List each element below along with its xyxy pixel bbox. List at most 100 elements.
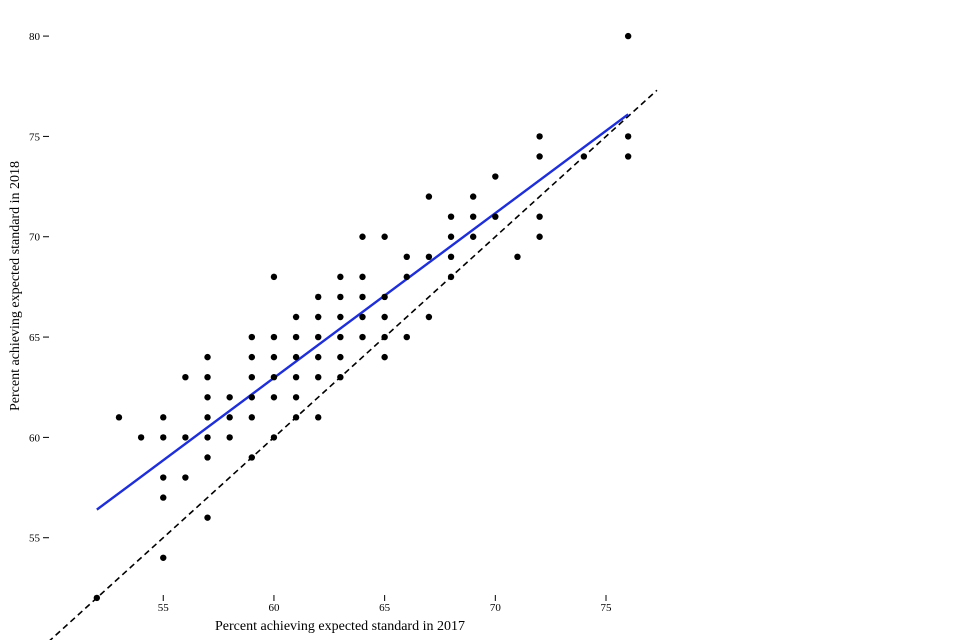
data-point [182, 474, 189, 481]
data-point [248, 454, 256, 461]
y-tick-label: 70 [29, 232, 41, 244]
data-point [315, 293, 322, 301]
data-point [337, 353, 344, 361]
data-point [137, 434, 145, 441]
data-point [403, 253, 410, 261]
data-point [204, 414, 211, 421]
data-point [182, 434, 189, 441]
data-point [447, 253, 455, 261]
data-point [160, 554, 167, 561]
x-axis-title: Percent achieving expected standard in 2… [215, 619, 465, 634]
data-point [381, 313, 388, 321]
data-point [447, 233, 455, 240]
data-point [204, 374, 211, 381]
data-point [315, 374, 322, 381]
chart-lines [49, 89, 658, 640]
data-point [624, 32, 632, 40]
data-point [292, 333, 300, 341]
data-point [248, 374, 256, 381]
data-point [359, 293, 366, 301]
data-point [359, 313, 366, 321]
data-point [403, 333, 410, 341]
reference-line [49, 89, 658, 640]
data-point [337, 273, 344, 281]
x-tick-label: 70 [490, 602, 502, 614]
data-point [425, 193, 433, 200]
data-point [270, 374, 278, 381]
data-point [381, 233, 388, 240]
data-point [292, 394, 300, 401]
data-point [248, 414, 256, 421]
data-point [270, 353, 278, 361]
data-point [381, 293, 388, 301]
fit-line [96, 113, 629, 511]
data-point [315, 333, 322, 341]
data-point [204, 434, 211, 441]
data-point [270, 434, 278, 441]
data-point [292, 374, 300, 381]
data-point [514, 253, 521, 261]
data-point [160, 434, 167, 441]
data-point [359, 273, 366, 281]
data-point [160, 494, 167, 501]
data-point [315, 414, 322, 421]
data-point [624, 133, 632, 140]
data-point [160, 414, 167, 421]
data-point [115, 414, 123, 421]
data-point [248, 333, 256, 341]
y-tick-label: 80 [29, 31, 41, 43]
y-tick-label: 65 [29, 332, 41, 344]
data-point [226, 434, 233, 441]
x-tick-label: 55 [158, 602, 170, 614]
data-point [469, 193, 477, 200]
y-tick-label: 60 [29, 432, 41, 444]
data-point [359, 333, 366, 341]
data-point [425, 313, 433, 321]
data-point [403, 273, 410, 281]
data-point [182, 374, 189, 381]
data-point [337, 333, 344, 341]
data-point [270, 394, 278, 401]
data-point [425, 253, 433, 261]
y-tick-label: 55 [29, 533, 41, 545]
data-point [292, 414, 300, 421]
x-axis: 55 60 65 70 75 [158, 595, 612, 614]
data-point [226, 414, 233, 421]
data-point [536, 233, 543, 240]
data-point [292, 353, 300, 361]
data-point [447, 273, 455, 281]
data-point [270, 333, 278, 341]
data-points [93, 32, 632, 602]
data-point [492, 173, 499, 180]
x-tick-label: 75 [601, 602, 613, 614]
data-point [204, 394, 211, 401]
y-axis: 55 60 65 70 75 80 [29, 31, 49, 545]
data-point [381, 353, 388, 361]
data-point [492, 213, 499, 220]
data-point [536, 133, 543, 140]
data-point [624, 153, 632, 160]
y-tick-label: 75 [29, 131, 41, 143]
data-point [248, 394, 256, 401]
data-point [270, 273, 278, 281]
data-point [93, 594, 101, 602]
data-point [580, 153, 588, 160]
data-point [315, 313, 322, 321]
data-point [337, 374, 344, 381]
data-point [469, 233, 477, 240]
data-point [536, 213, 543, 220]
data-point [226, 394, 233, 401]
x-tick-label: 65 [379, 602, 391, 614]
data-point [160, 474, 167, 481]
data-point [447, 213, 455, 220]
data-point [248, 353, 256, 361]
data-point [381, 333, 388, 341]
data-point [292, 313, 300, 321]
data-point [204, 353, 211, 361]
data-point [204, 514, 211, 521]
data-point [469, 213, 477, 220]
data-point [359, 233, 366, 240]
x-tick-label: 60 [268, 602, 280, 614]
